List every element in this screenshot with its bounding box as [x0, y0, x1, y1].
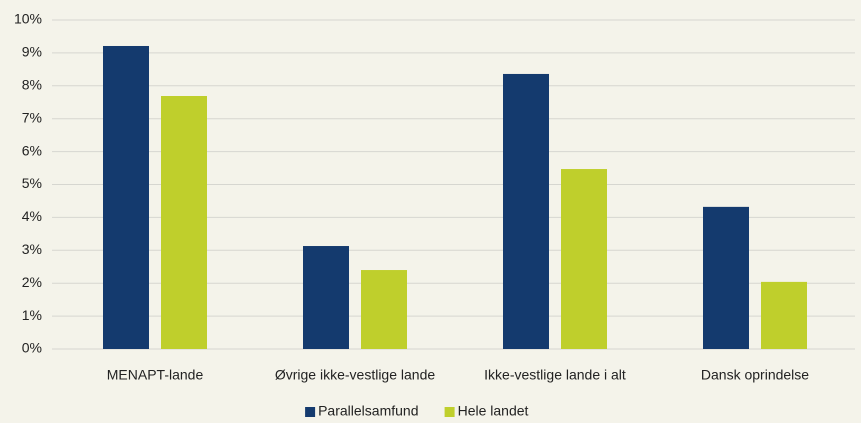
y-tick-label: 2% — [22, 274, 42, 290]
y-tick-label: 5% — [22, 175, 42, 191]
y-tick-label: 10% — [14, 11, 42, 27]
x-tick-label: Øvrige ikke-vestlige lande — [275, 367, 436, 383]
bar — [361, 270, 407, 349]
x-tick-label: Ikke-vestlige lande i alt — [484, 367, 626, 383]
bar — [103, 45, 149, 350]
y-tick-label: 4% — [22, 208, 42, 224]
bar — [503, 73, 549, 350]
legend-label: Hele landet — [458, 403, 529, 419]
y-tick-label: 3% — [22, 241, 42, 257]
bar — [761, 281, 807, 349]
x-tick-label: Dansk oprindelse — [701, 367, 809, 383]
y-tick-label: 8% — [22, 77, 42, 93]
legend-label: Parallelsamfund — [318, 403, 418, 419]
bar — [303, 246, 349, 349]
y-tick-label: 9% — [22, 44, 42, 60]
bar — [703, 206, 749, 349]
bar — [161, 95, 207, 350]
bar — [561, 169, 607, 349]
y-tick-label: 0% — [22, 340, 42, 356]
legend-swatch — [444, 407, 455, 417]
y-tick-label: 6% — [22, 142, 42, 158]
legend-swatch — [305, 407, 316, 417]
y-tick-label: 7% — [22, 109, 42, 125]
y-tick-label: 1% — [22, 307, 42, 323]
x-tick-label: MENAPT-lande — [107, 367, 204, 383]
